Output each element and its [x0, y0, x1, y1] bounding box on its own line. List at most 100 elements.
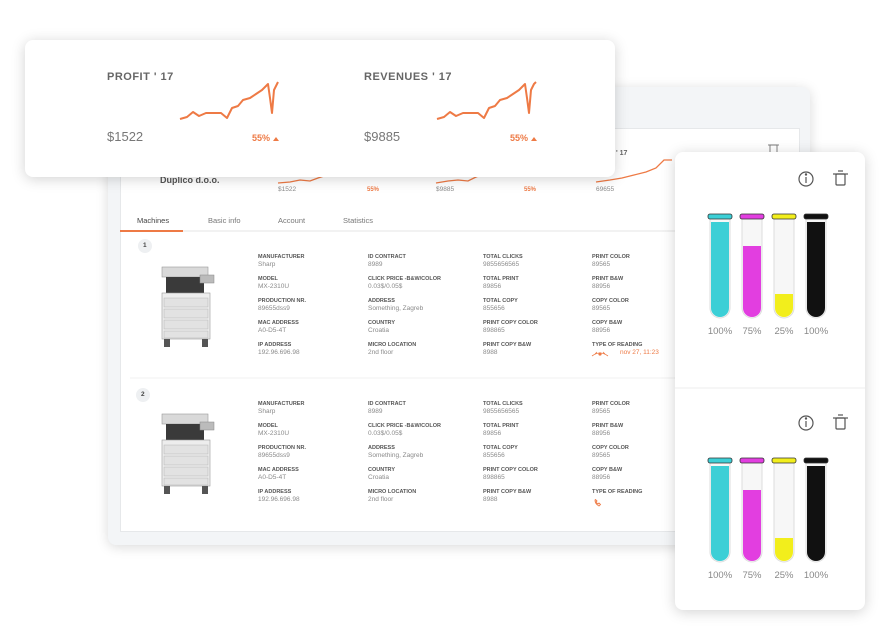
- toner-label: 25%: [774, 570, 794, 581]
- tube-cap: [707, 213, 733, 220]
- field-value: 89856: [483, 283, 502, 290]
- field-label: TYPE OF READING: [592, 489, 643, 495]
- field-label: MAC ADDRESS: [258, 467, 299, 473]
- top-stats-card: [25, 40, 615, 177]
- tab[interactable]: Statistics: [343, 216, 374, 225]
- field-label: ADDRESS: [368, 445, 395, 451]
- tube-cap: [771, 457, 797, 464]
- field-label: TYPE OF READING: [592, 342, 643, 348]
- number-badge: [138, 239, 152, 253]
- field-value: 8989: [368, 261, 383, 268]
- stat-title: REVENUES ' 17: [364, 71, 452, 83]
- tab[interactable]: Basic info: [208, 216, 241, 225]
- field-label: PRINT COLOR: [592, 401, 630, 407]
- field-label: PRODUCTION NR.: [258, 445, 306, 451]
- field-value: MX-2310U: [258, 430, 290, 437]
- info-icon[interactable]: [798, 171, 814, 187]
- field-label: CLICK PRICE -B&W/COLOR: [368, 276, 442, 282]
- stat-change: 55%: [524, 187, 537, 193]
- sparkline: [436, 81, 537, 120]
- field-label: PRINT COPY B&W: [483, 342, 532, 348]
- stat-value: $9885: [364, 129, 401, 144]
- tab[interactable]: Account: [278, 216, 306, 225]
- toner-level: [807, 222, 825, 317]
- field-value: 8988: [483, 349, 498, 356]
- field-label: PRINT B&W: [592, 423, 624, 429]
- field-value: 88956: [592, 430, 611, 437]
- field-value: 8989: [368, 408, 383, 415]
- field-label: TOTAL CLICKS: [483, 254, 523, 260]
- stat-change: 55%: [252, 133, 271, 143]
- toner-level: [807, 466, 825, 561]
- field-value: MX-2310U: [258, 283, 290, 290]
- field-label: TOTAL PRINT: [483, 276, 519, 282]
- field-value: 89565: [592, 452, 611, 459]
- field-label: PRINT B&W: [592, 276, 624, 282]
- stat-change: 55%: [510, 133, 529, 143]
- toner-card: [675, 152, 865, 610]
- field-value: 855656: [483, 452, 505, 459]
- field-value: 9855656565: [483, 408, 520, 415]
- field-label: PRODUCTION NR.: [258, 298, 306, 304]
- info-icon[interactable]: [798, 415, 814, 431]
- field-value: 89565: [592, 408, 611, 415]
- field-label: MICRO LOCATION: [368, 342, 417, 348]
- toner-label: 100%: [804, 326, 829, 337]
- stat-value: 69655: [596, 186, 615, 193]
- field-label: COUNTRY: [368, 467, 395, 473]
- field-value: A0-D5-4T: [258, 327, 287, 334]
- toner-level: [775, 538, 793, 561]
- field-label: ID CONTRACT: [368, 401, 406, 407]
- field-value: 0.03$/0.05$: [368, 430, 403, 437]
- toner-label: 100%: [708, 570, 733, 581]
- field-label: ADDRESS: [368, 298, 395, 304]
- stat-value: $1522: [107, 129, 144, 144]
- field-value: 192.96.696.98: [258, 349, 300, 356]
- field-value: 8988: [483, 496, 498, 503]
- company-name: Duplico d.o.o.: [160, 175, 220, 185]
- field-value: 89655dss9: [258, 452, 290, 459]
- sparkline: [179, 81, 279, 120]
- machine-number: 1: [143, 242, 147, 249]
- field-value: 88956: [592, 474, 611, 481]
- field-value: Something, Zagreb: [368, 452, 424, 459]
- field-label: MODEL: [258, 423, 278, 429]
- tube-cap: [803, 457, 829, 464]
- toner-level: [743, 246, 761, 317]
- field-value: Croatia: [368, 474, 389, 481]
- field-value: 88956: [592, 283, 611, 290]
- toner-label: 75%: [742, 570, 762, 581]
- trash-icon[interactable]: [833, 414, 848, 430]
- toner-label: 75%: [742, 326, 762, 337]
- tab[interactable]: Machines: [137, 216, 170, 225]
- phone-icon: [594, 498, 602, 507]
- field-label: TOTAL COPY: [483, 298, 518, 304]
- field-label: IP ADDRESS: [258, 489, 292, 495]
- field-label: COUNTRY: [368, 320, 395, 326]
- field-value: nov 27, 11:23: [620, 349, 659, 356]
- network-icon: [591, 351, 609, 357]
- field-label: COPY COLOR: [592, 445, 629, 451]
- field-value: 192.96.696.98: [258, 496, 300, 503]
- field-value: 89565: [592, 261, 611, 268]
- stat-value: $1522: [278, 186, 297, 193]
- field-label: COPY B&W: [592, 320, 623, 326]
- field-value: 89856: [483, 430, 502, 437]
- tube-glass: [773, 461, 795, 563]
- up-arrow: [531, 137, 537, 141]
- trash-icon[interactable]: [833, 170, 848, 186]
- toner-label: 100%: [804, 570, 829, 581]
- field-value: Croatia: [368, 327, 389, 334]
- field-label: TOTAL CLICKS: [483, 401, 523, 407]
- stat-value: $9885: [436, 186, 455, 193]
- field-label: MICRO LOCATION: [368, 489, 417, 495]
- field-label: PRINT COPY B&W: [483, 489, 532, 495]
- field-label: TOTAL COPY: [483, 445, 518, 451]
- field-value: 88956: [592, 327, 611, 334]
- tube-cap: [771, 213, 797, 220]
- tube-glass: [773, 217, 795, 319]
- toner-level: [711, 222, 729, 317]
